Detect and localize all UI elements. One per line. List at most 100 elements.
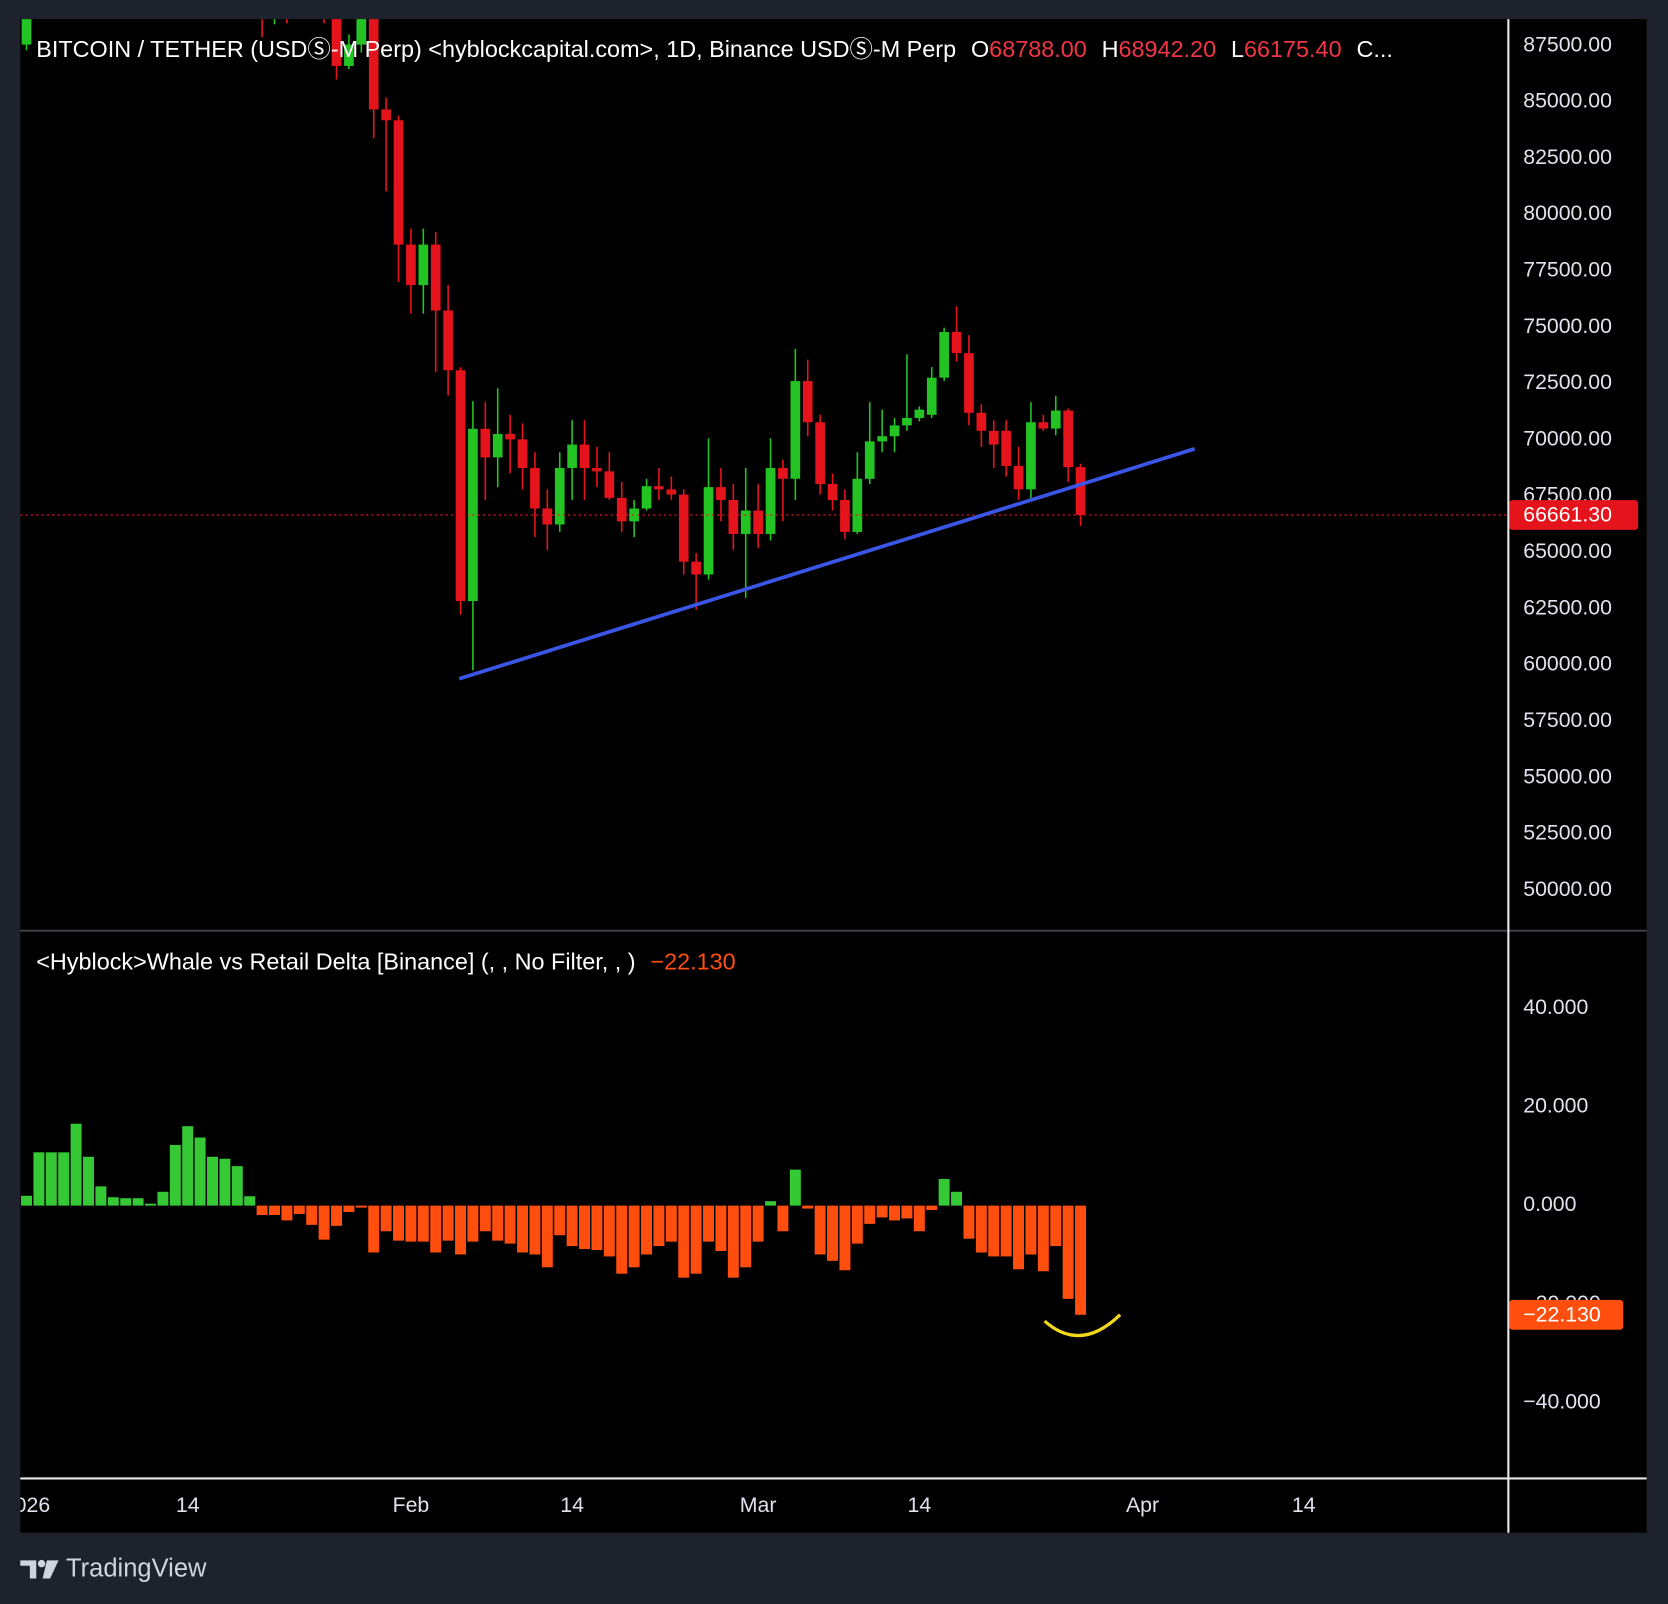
y-tick-label: 82500.00 xyxy=(1523,145,1612,169)
bar xyxy=(1000,1205,1012,1257)
x-tick-label: Apr xyxy=(1126,1493,1159,1517)
value-badge-label: −22.130 xyxy=(1523,1303,1600,1327)
candle-body xyxy=(331,19,342,66)
candle-body xyxy=(492,433,503,458)
candle-body xyxy=(21,19,32,45)
bar xyxy=(802,1205,814,1209)
candle-body xyxy=(691,561,701,575)
x-tick-label: Mar xyxy=(740,1493,777,1517)
y-tick-label: 52500.00 xyxy=(1523,821,1612,845)
candle-body xyxy=(381,109,391,121)
bar xyxy=(690,1205,702,1274)
candle-body xyxy=(802,381,813,423)
candle-body xyxy=(1001,430,1011,466)
y-tick-label: 72500.00 xyxy=(1523,370,1612,394)
candle-body xyxy=(728,499,739,534)
y-tick-label: 85000.00 xyxy=(1523,89,1612,113)
bar xyxy=(430,1205,442,1253)
indicator-title: <Hyblock>Whale vs Retail Delta [Binance]… xyxy=(36,949,635,975)
y-tick-label: 80000.00 xyxy=(1523,201,1612,225)
bar xyxy=(641,1205,652,1255)
highlight-arc xyxy=(1043,1313,1122,1338)
candle-body xyxy=(406,244,416,286)
bar xyxy=(727,1205,739,1278)
candle-body xyxy=(1063,410,1073,468)
bar xyxy=(1025,1205,1037,1255)
bar xyxy=(988,1205,1000,1257)
bar xyxy=(603,1205,615,1257)
bar xyxy=(455,1205,466,1255)
candle-body xyxy=(852,478,863,532)
price-badge xyxy=(1509,500,1639,530)
bar xyxy=(306,1205,318,1225)
indicator-legend: <Hyblock>Whale vs Retail Delta [Binance]… xyxy=(36,949,735,975)
bar xyxy=(951,1191,963,1206)
bar xyxy=(1050,1205,1062,1247)
candle-body xyxy=(368,19,379,110)
candle-body xyxy=(443,310,453,371)
candle-body xyxy=(654,486,664,490)
x-tick-label: 2026 xyxy=(3,1493,50,1517)
candle-body xyxy=(877,436,887,442)
bar xyxy=(1075,1205,1087,1315)
bar xyxy=(1062,1205,1074,1299)
bar xyxy=(765,1201,777,1206)
bar xyxy=(21,1195,32,1206)
candle-body xyxy=(542,508,553,525)
candle-body xyxy=(1050,410,1061,429)
candle-body xyxy=(505,433,515,440)
bar xyxy=(207,1156,218,1206)
bar xyxy=(244,1196,256,1206)
candle-body xyxy=(641,486,652,509)
candle-body xyxy=(1038,422,1049,429)
bar xyxy=(269,1205,280,1215)
bar xyxy=(45,1152,57,1206)
bar xyxy=(417,1205,429,1242)
candle-body xyxy=(480,428,491,458)
bar xyxy=(1013,1205,1025,1270)
candle-body xyxy=(902,417,912,426)
bar xyxy=(194,1137,206,1206)
candle-body xyxy=(393,120,404,245)
price-axes: 87500.00 85000.00 82500.00 80000.00 77500.00… xyxy=(1509,32,1639,1414)
candle-body xyxy=(976,412,987,431)
y-tick-label: 57500.00 xyxy=(1523,708,1612,732)
y-tick-label: 60000.00 xyxy=(1523,652,1612,676)
legend-key: O xyxy=(971,36,989,62)
bar xyxy=(851,1205,863,1244)
bar xyxy=(628,1205,640,1268)
y-tick-label: 40.000 xyxy=(1523,995,1588,1019)
candle-body xyxy=(455,370,466,602)
bar xyxy=(368,1205,380,1253)
bar xyxy=(901,1205,913,1219)
value-badge xyxy=(1509,1299,1624,1330)
bar xyxy=(665,1205,677,1242)
candle-body xyxy=(517,439,528,468)
y-tick-label: 77500.00 xyxy=(1523,258,1612,282)
bar xyxy=(405,1205,417,1242)
x-tick-label: 14 xyxy=(176,1493,200,1517)
bar xyxy=(938,1178,950,1206)
bar xyxy=(975,1205,987,1253)
y-tick-label: 50000.00 xyxy=(1523,877,1612,901)
bar xyxy=(715,1205,727,1252)
bar xyxy=(703,1205,715,1242)
bar xyxy=(157,1191,169,1206)
bar xyxy=(393,1205,404,1241)
candle-body xyxy=(939,331,949,378)
candle-body xyxy=(579,444,590,468)
candle-body xyxy=(703,487,714,575)
y-tick-label: 20.000 xyxy=(1523,1094,1588,1118)
candle-body xyxy=(666,489,677,495)
bar xyxy=(70,1123,82,1206)
bar xyxy=(554,1205,566,1236)
candle-body xyxy=(356,19,367,45)
x-tick-label: 14 xyxy=(560,1493,584,1517)
bar xyxy=(33,1152,45,1206)
bar xyxy=(380,1205,392,1232)
bar xyxy=(107,1197,119,1206)
bar xyxy=(566,1205,578,1247)
legend-key: H xyxy=(1102,36,1119,62)
bar xyxy=(616,1205,628,1274)
candle-body xyxy=(864,441,875,479)
